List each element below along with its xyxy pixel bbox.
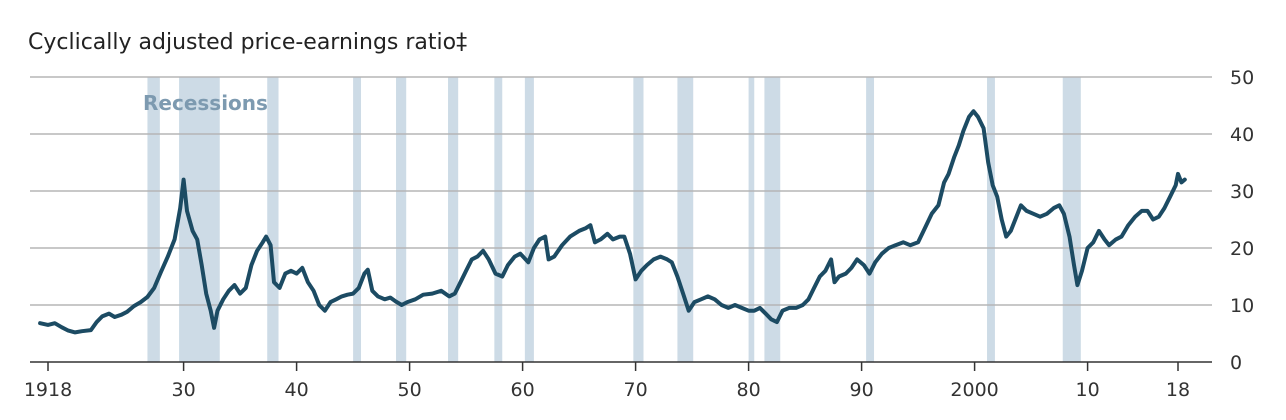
chart-title: Cyclically adjusted price-earnings ratio… [28, 30, 467, 55]
recession-band-12 [866, 77, 875, 362]
recession-band-3 [353, 77, 362, 362]
x-tick-label-10: 10 [1076, 379, 1100, 401]
x-tick-label-80: 80 [737, 379, 761, 401]
recession-band-2 [267, 77, 279, 362]
recession-band-6 [494, 77, 503, 362]
x-tick-label-40: 40 [285, 379, 309, 401]
recession-band-0 [147, 77, 160, 362]
x-tick-label-2000: 2000 [950, 379, 998, 401]
gridlines [30, 76, 1212, 306]
recession-band-10 [748, 77, 755, 362]
y-tick-label-0: 0 [1230, 352, 1242, 374]
recession-bands [147, 77, 1081, 362]
recession-band-8 [633, 77, 644, 362]
recession-band-9 [677, 77, 694, 362]
series-layer [38, 109, 1187, 335]
x-tick-label-30: 30 [172, 379, 196, 401]
recession-band-5 [448, 77, 459, 362]
x-tick-label-18: 18 [1166, 379, 1190, 401]
recession-band-14 [1062, 77, 1081, 362]
x-tick-label-50: 50 [398, 379, 422, 401]
x-tick-label-1918: 1918 [24, 379, 72, 401]
y-tick-label-20: 20 [1230, 238, 1254, 260]
x-tick-label-70: 70 [624, 379, 648, 401]
x-axis: 1918 30 40 50 60 70 80 90 2000 10 18 [24, 361, 1212, 401]
recessions-label: Recessions [143, 91, 268, 115]
y-tick-label-50: 50 [1230, 67, 1254, 89]
y-tick-label-40: 40 [1230, 124, 1254, 146]
series-line-0 [38, 109, 1187, 335]
y-axis: 0 10 20 30 40 50 [1230, 67, 1254, 374]
x-tick-label-90: 90 [850, 379, 874, 401]
recession-band-11 [764, 77, 781, 362]
recession-band-7 [524, 77, 534, 362]
recession-band-4 [396, 77, 407, 362]
y-tick-label-10: 10 [1230, 295, 1254, 317]
recession-band-13 [987, 77, 995, 362]
y-tick-label-30: 30 [1230, 181, 1254, 203]
x-tick-label-60: 60 [511, 379, 535, 401]
